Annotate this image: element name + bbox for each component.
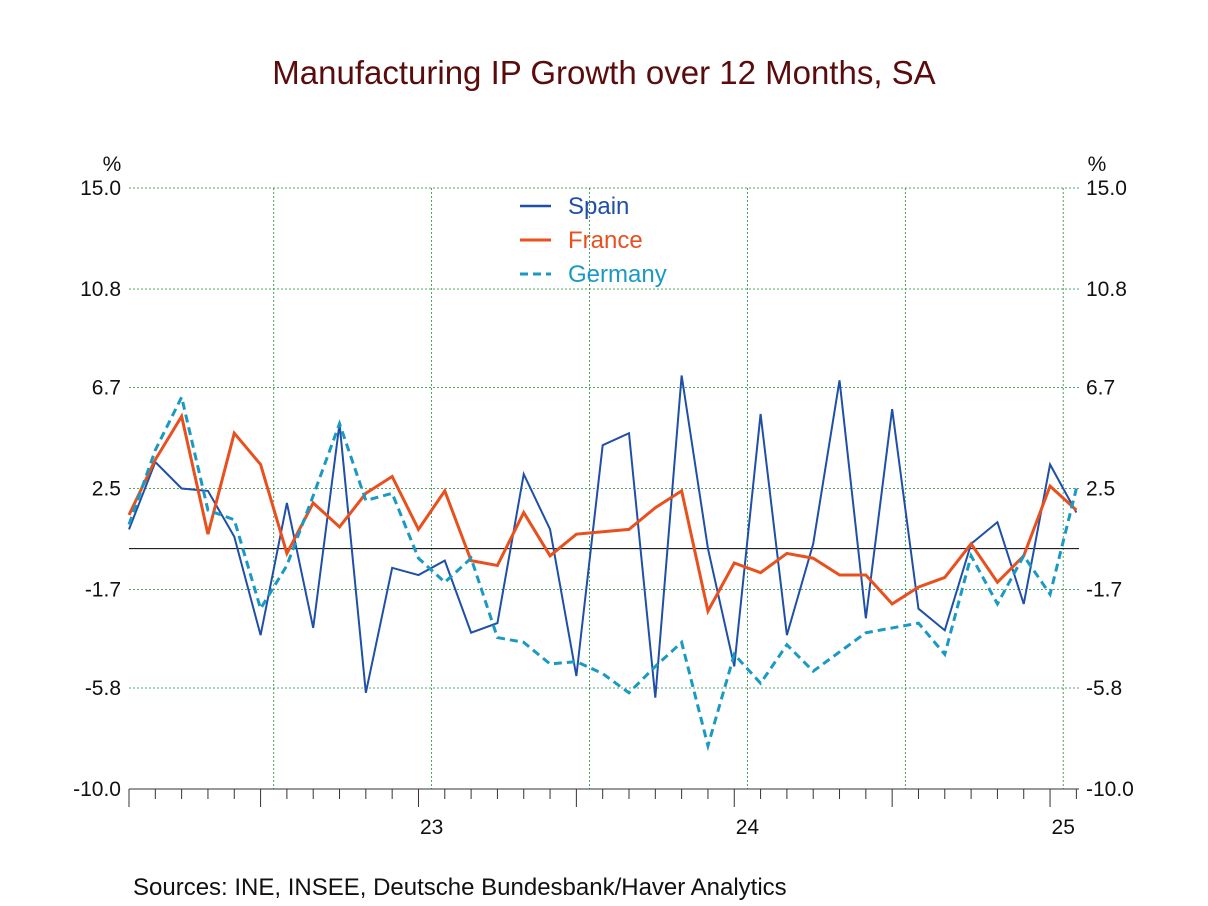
y-tick-label-left: -10.0 — [73, 778, 121, 801]
chart-title: Manufacturing IP Growth over 12 Months, … — [272, 54, 935, 91]
series-line-spain — [128, 375, 1078, 698]
series-line-france — [127, 412, 1078, 616]
x-tick-label: 25 — [1052, 816, 1075, 839]
source-note: Sources: INE, INSEE, Deutsche Bundesbank… — [133, 874, 787, 901]
y-tick-label-right: -10.0 — [1086, 778, 1134, 801]
y-tick-label-left: 10.8 — [80, 278, 121, 301]
legend-label-spain: Spain — [568, 193, 629, 220]
y-tick-label-left: 15.0 — [80, 177, 121, 200]
y-tick-label-left: -1.7 — [85, 578, 121, 601]
series-lines — [127, 375, 1078, 752]
y-tick-label-right: -5.8 — [1086, 677, 1122, 700]
y-tick-label-right: 2.5 — [1086, 478, 1115, 501]
legend: Spain France Germany — [520, 193, 667, 288]
y-tick-label-left: 2.5 — [92, 478, 121, 501]
x-tick-label: 24 — [736, 816, 760, 839]
y-tick-label-right: -1.7 — [1086, 578, 1122, 601]
y-tick-label-left: -5.8 — [85, 677, 121, 700]
y-tick-label-left: 6.7 — [92, 377, 121, 400]
series-line-germany — [127, 392, 1078, 752]
x-tick-label: 23 — [420, 816, 443, 839]
y-axis-unit-right: % — [1088, 153, 1107, 176]
y-tick-label-right: 10.8 — [1086, 278, 1127, 301]
y-axis-unit-left: % — [103, 153, 122, 176]
legend-label-france: France — [568, 227, 643, 254]
legend-label-germany: Germany — [568, 261, 667, 288]
axes: 15.0 15.0 10.8 10.8 6.7 6.7 2.5 2.5 -1.7 -1.7 -5.8… — [73, 177, 1134, 839]
y-tick-label-right: 6.7 — [1086, 377, 1115, 400]
y-tick-label-right: 15.0 — [1086, 177, 1127, 200]
